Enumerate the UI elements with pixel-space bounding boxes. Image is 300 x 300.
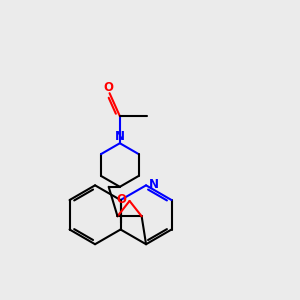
Text: O: O	[116, 193, 126, 206]
Text: O: O	[103, 81, 113, 94]
Text: N: N	[115, 130, 125, 143]
Text: N: N	[148, 178, 158, 191]
